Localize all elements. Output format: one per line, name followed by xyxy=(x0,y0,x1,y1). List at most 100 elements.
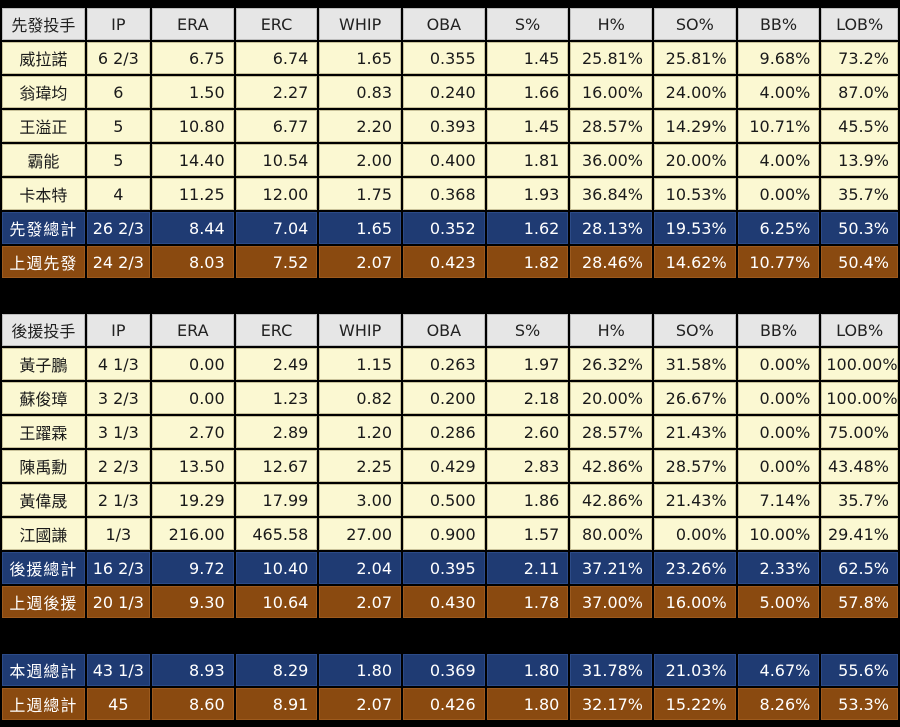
cell-whip: 0.83 xyxy=(319,76,401,108)
cell-whip: 2.25 xyxy=(319,450,401,482)
cell-s-pct: 1.86 xyxy=(486,484,569,516)
pitcher-name: 本週總計 xyxy=(2,654,85,686)
relievers-last-week-row: 上週後援 20 1/3 9.30 10.64 2.07 0.430 1.78 37.00% 16… xyxy=(2,586,898,618)
cell-era: 11.25 xyxy=(151,178,234,210)
cell-h-pct: 36.00% xyxy=(570,144,653,176)
col-header-whip: WHIP xyxy=(319,314,401,346)
col-header-ip: IP xyxy=(86,314,150,346)
col-header-s-pct: S% xyxy=(486,314,569,346)
cell-oba: 0.426 xyxy=(403,688,485,720)
cell-era: 8.60 xyxy=(151,688,234,720)
cell-oba: 0.429 xyxy=(403,450,485,482)
cell-oba: 0.393 xyxy=(403,110,485,142)
cell-era: 8.03 xyxy=(151,246,234,278)
cell-erc: 7.04 xyxy=(235,212,318,244)
cell-whip: 1.80 xyxy=(319,654,401,686)
cell-bb-pct: 10.77% xyxy=(737,246,820,278)
pitcher-name: 先發總計 xyxy=(2,212,85,244)
cell-oba: 0.352 xyxy=(403,212,485,244)
table-row: 陳禹勳 2 2/3 13.50 12.67 2.25 0.429 2.83 42.86% 28.… xyxy=(2,450,898,482)
cell-ip: 5 xyxy=(86,110,150,142)
relievers-header-label: 後援投手 xyxy=(2,314,85,346)
cell-so-pct: 25.81% xyxy=(654,42,736,74)
cell-ip: 2 1/3 xyxy=(86,484,150,516)
cell-whip: 0.82 xyxy=(319,382,401,414)
starters-header-row: 先發投手 IP ERA ERC WHIP OBA S% H% SO% BB% L… xyxy=(2,8,898,40)
pitcher-name: 翁瑋均 xyxy=(2,76,85,108)
cell-so-pct: 0.00% xyxy=(654,518,736,550)
overall-this-week-row: 本週總計 43 1/3 8.93 8.29 1.80 0.369 1.80 31.78% 21.… xyxy=(2,654,898,686)
cell-erc: 10.40 xyxy=(235,552,318,584)
cell-ip: 2 2/3 xyxy=(86,450,150,482)
col-header-era: ERA xyxy=(151,314,234,346)
pitcher-name: 陳禹勳 xyxy=(2,450,85,482)
pitcher-name: 王溢正 xyxy=(2,110,85,142)
cell-whip: 27.00 xyxy=(319,518,401,550)
cell-erc: 6.77 xyxy=(235,110,318,142)
pitcher-name: 王躍霖 xyxy=(2,416,85,448)
pitcher-name: 卡本特 xyxy=(2,178,85,210)
cell-lob-pct: 50.3% xyxy=(821,212,898,244)
cell-h-pct: 42.86% xyxy=(570,484,653,516)
cell-erc: 2.49 xyxy=(235,348,318,380)
cell-h-pct: 25.81% xyxy=(570,42,653,74)
cell-lob-pct: 73.2% xyxy=(821,42,898,74)
cell-bb-pct: 4.67% xyxy=(737,654,820,686)
cell-so-pct: 24.00% xyxy=(654,76,736,108)
cell-era: 9.72 xyxy=(151,552,234,584)
cell-whip: 3.00 xyxy=(319,484,401,516)
table-row: 翁瑋均 6 1.50 2.27 0.83 0.240 1.66 16.00% 24.00% 4.0… xyxy=(2,76,898,108)
cell-ip: 43 1/3 xyxy=(86,654,150,686)
cell-s-pct: 1.97 xyxy=(486,348,569,380)
cell-era: 216.00 xyxy=(151,518,234,550)
col-header-bb-pct: BB% xyxy=(737,8,820,40)
cell-so-pct: 14.29% xyxy=(654,110,736,142)
cell-bb-pct: 5.00% xyxy=(737,586,820,618)
cell-whip: 2.07 xyxy=(319,586,401,618)
cell-s-pct: 1.80 xyxy=(486,654,569,686)
col-header-so-pct: SO% xyxy=(654,8,736,40)
cell-h-pct: 42.86% xyxy=(570,450,653,482)
cell-era: 10.80 xyxy=(151,110,234,142)
cell-erc: 8.29 xyxy=(235,654,318,686)
cell-oba: 0.369 xyxy=(403,654,485,686)
cell-s-pct: 2.83 xyxy=(486,450,569,482)
cell-erc: 6.74 xyxy=(235,42,318,74)
cell-lob-pct: 50.4% xyxy=(821,246,898,278)
col-header-s-pct: S% xyxy=(486,8,569,40)
cell-s-pct: 1.66 xyxy=(486,76,569,108)
col-header-oba: OBA xyxy=(403,8,485,40)
cell-s-pct: 1.93 xyxy=(486,178,569,210)
cell-h-pct: 28.13% xyxy=(570,212,653,244)
starters-total-row: 先發總計 26 2/3 8.44 7.04 1.65 0.352 1.62 28.13% 19.… xyxy=(2,212,898,244)
cell-oba: 0.200 xyxy=(403,382,485,414)
col-header-lob-pct: LOB% xyxy=(821,8,898,40)
cell-s-pct: 1.81 xyxy=(486,144,569,176)
pitcher-name: 江國謙 xyxy=(2,518,85,550)
cell-lob-pct: 62.5% xyxy=(821,552,898,584)
cell-h-pct: 80.00% xyxy=(570,518,653,550)
cell-erc: 12.67 xyxy=(235,450,318,482)
col-header-so-pct: SO% xyxy=(654,314,736,346)
pitcher-name: 黃偉晟 xyxy=(2,484,85,516)
cell-whip: 1.65 xyxy=(319,212,401,244)
cell-ip: 24 2/3 xyxy=(86,246,150,278)
table-row: 霸能 5 14.40 10.54 2.00 0.400 1.81 36.00% 20.00% 4.… xyxy=(2,144,898,176)
cell-bb-pct: 2.33% xyxy=(737,552,820,584)
cell-whip: 1.75 xyxy=(319,178,401,210)
cell-oba: 0.423 xyxy=(403,246,485,278)
cell-erc: 1.23 xyxy=(235,382,318,414)
pitcher-name: 上週後援 xyxy=(2,586,85,618)
cell-s-pct: 1.45 xyxy=(486,42,569,74)
cell-erc: 10.64 xyxy=(235,586,318,618)
pitcher-name: 上週先發 xyxy=(2,246,85,278)
cell-ip: 1/3 xyxy=(86,518,150,550)
cell-so-pct: 15.22% xyxy=(654,688,736,720)
starters-header-label: 先發投手 xyxy=(2,8,85,40)
cell-whip: 1.15 xyxy=(319,348,401,380)
cell-ip: 3 1/3 xyxy=(86,416,150,448)
cell-s-pct: 1.78 xyxy=(486,586,569,618)
cell-so-pct: 14.62% xyxy=(654,246,736,278)
cell-oba: 0.400 xyxy=(403,144,485,176)
